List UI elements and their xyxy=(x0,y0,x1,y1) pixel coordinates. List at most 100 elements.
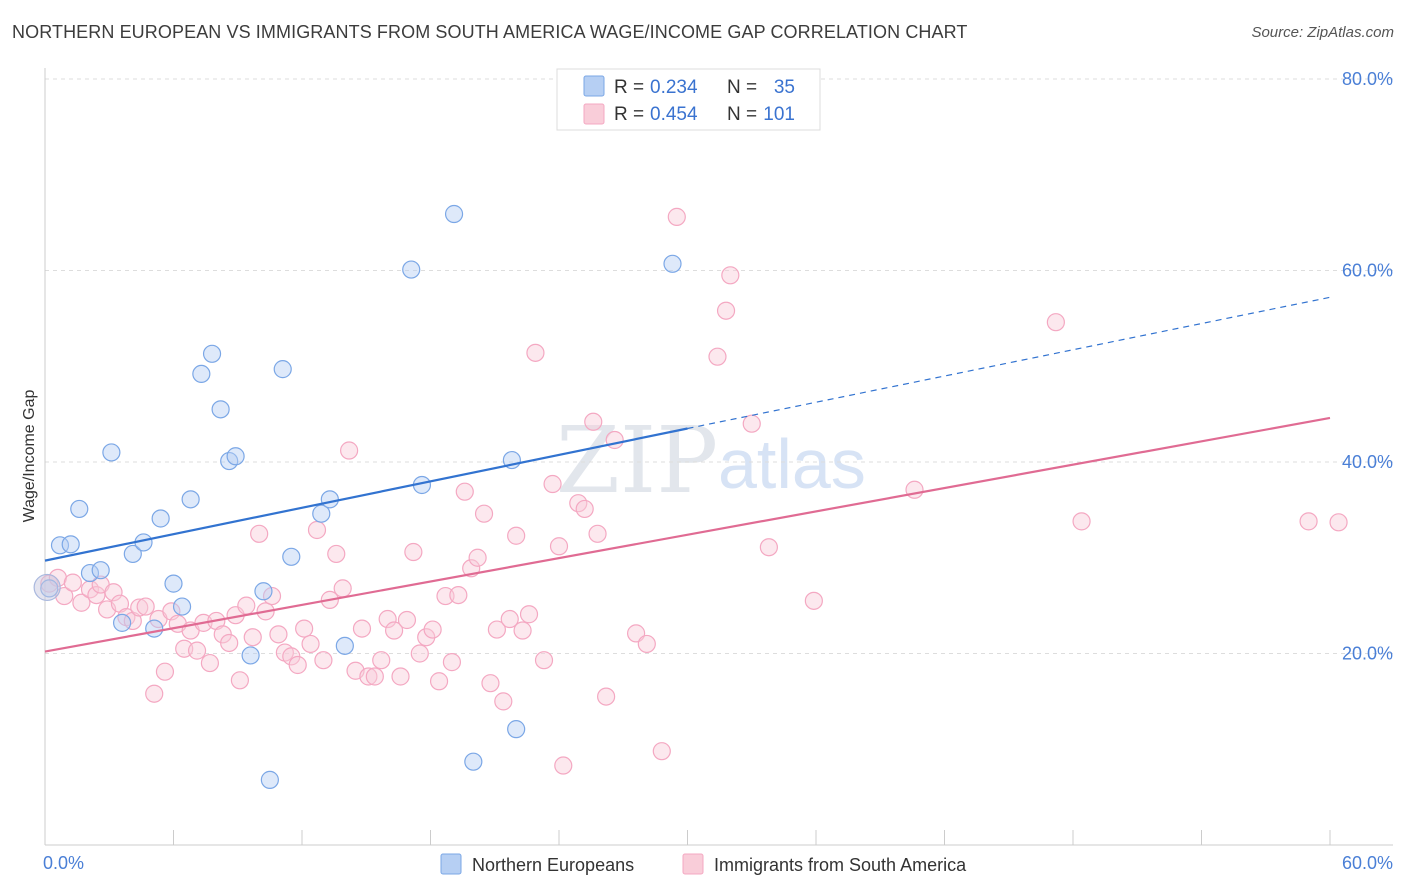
bottom-legend: Northern Europeans Immigrants from South… xyxy=(440,853,967,875)
trend-line-northern-europeans xyxy=(44,427,688,562)
data-point-immigrants-south-america xyxy=(716,301,736,320)
data-point-immigrants-south-america xyxy=(500,609,519,629)
data-point-northern-europeans xyxy=(123,544,142,564)
data-point-northern-europeans xyxy=(102,443,121,462)
data-point-immigrants-south-america xyxy=(327,544,346,564)
data-point-immigrants-south-america xyxy=(468,548,487,567)
data-point-immigrants-south-america xyxy=(597,687,616,706)
series-northern-europeans-points xyxy=(33,204,682,789)
data-point-northern-europeans xyxy=(260,770,279,789)
data-point-northern-europeans xyxy=(211,400,230,419)
data-point-immigrants-south-america xyxy=(250,524,269,543)
stats-legend-r-label-2: R = xyxy=(614,104,644,125)
data-point-immigrants-south-america xyxy=(1329,513,1348,532)
data-point-immigrants-south-america xyxy=(588,524,607,543)
data-point-immigrants-south-america xyxy=(333,579,352,598)
data-point-northern-europeans xyxy=(320,490,339,509)
data-point-immigrants-south-america xyxy=(307,520,327,540)
bottom-legend-swatch-northern-europeans xyxy=(440,853,462,875)
data-point-immigrants-south-america xyxy=(804,591,823,610)
series-immigrants-south-america-points xyxy=(40,207,1348,775)
data-point-immigrants-south-america xyxy=(759,538,778,557)
data-point-immigrants-south-america xyxy=(63,573,82,592)
watermark-atlas: atlas xyxy=(718,425,866,503)
data-point-immigrants-south-america xyxy=(269,625,288,644)
data-point-immigrants-south-america xyxy=(410,644,429,663)
data-point-immigrants-south-america xyxy=(543,474,562,494)
data-point-northern-europeans xyxy=(464,752,483,771)
stats-legend-n-label-1: N = xyxy=(727,77,757,98)
data-point-immigrants-south-america xyxy=(474,504,494,523)
data-point-immigrants-south-america xyxy=(575,499,594,519)
y-axis-label: Wage/Income Gap xyxy=(21,390,38,523)
y-tick-label: 40.0% xyxy=(1342,452,1393,472)
data-point-immigrants-south-america xyxy=(314,651,333,670)
data-point-immigrants-south-america xyxy=(372,651,391,670)
data-point-immigrants-south-america xyxy=(905,480,924,499)
data-point-immigrants-south-america xyxy=(1299,512,1318,531)
data-point-immigrants-south-america xyxy=(554,756,573,775)
data-point-northern-europeans xyxy=(192,364,211,384)
data-point-northern-europeans xyxy=(61,535,80,554)
data-point-immigrants-south-america xyxy=(187,641,207,660)
data-point-northern-europeans xyxy=(254,582,273,601)
data-point-northern-europeans xyxy=(164,574,183,593)
data-point-immigrants-south-america xyxy=(136,597,155,616)
data-point-northern-europeans xyxy=(172,597,192,616)
trend-line-northern-europeans-extrapolated xyxy=(687,296,1331,430)
data-point-immigrants-south-america xyxy=(526,343,545,362)
data-point-immigrants-south-america xyxy=(397,610,417,630)
data-point-northern-europeans xyxy=(151,509,170,528)
axes xyxy=(44,68,1393,846)
data-point-immigrants-south-america xyxy=(104,583,123,602)
data-point-immigrants-south-america xyxy=(404,542,423,562)
stats-legend-r-label-1: R = xyxy=(614,77,644,98)
data-point-immigrants-south-america xyxy=(1046,313,1065,332)
data-point-immigrants-south-america xyxy=(1072,512,1091,531)
data-point-immigrants-south-america xyxy=(72,593,91,612)
data-point-northern-europeans xyxy=(91,561,110,580)
data-point-northern-europeans xyxy=(241,646,260,665)
y-tick-labels: 20.0% 40.0% 60.0% 80.0% xyxy=(1342,69,1393,664)
data-point-northern-europeans xyxy=(273,360,292,379)
data-point-northern-europeans xyxy=(444,204,464,224)
data-point-immigrants-south-america xyxy=(301,634,320,654)
data-point-immigrants-south-america xyxy=(220,633,239,653)
bottom-legend-label-northern-europeans: Northern Europeans xyxy=(472,855,634,875)
data-point-immigrants-south-america xyxy=(243,628,262,647)
data-point-immigrants-south-america xyxy=(513,621,532,640)
data-point-immigrants-south-america xyxy=(708,347,727,366)
data-point-immigrants-south-america xyxy=(429,672,449,691)
data-point-immigrants-south-america xyxy=(507,526,526,545)
data-point-immigrants-south-america xyxy=(534,651,554,670)
data-point-northern-europeans xyxy=(663,254,682,273)
data-point-immigrants-south-america xyxy=(584,412,603,431)
data-point-northern-europeans xyxy=(70,499,89,519)
x-tick-label-min: 0.0% xyxy=(43,853,84,873)
stats-legend-swatch-blue xyxy=(583,75,605,97)
data-point-immigrants-south-america xyxy=(481,674,500,693)
data-point-immigrants-south-america xyxy=(667,207,686,226)
data-point-immigrants-south-america xyxy=(449,585,468,605)
data-point-immigrants-south-america xyxy=(378,609,397,629)
data-point-immigrants-south-america xyxy=(494,692,513,711)
data-point-immigrants-south-america xyxy=(237,596,256,615)
data-point-immigrants-south-america xyxy=(130,598,149,617)
data-point-immigrants-south-america xyxy=(200,653,220,673)
stats-legend: R = 0.234 N = 35 R = 0.454 N = 101 xyxy=(556,68,821,131)
y-tick-label: 20.0% xyxy=(1342,644,1393,664)
data-point-northern-europeans xyxy=(312,504,331,523)
trend-line-immigrants-south-america xyxy=(44,416,1331,653)
data-point-immigrants-south-america xyxy=(352,619,372,638)
data-point-immigrants-south-america xyxy=(436,586,455,606)
y-tick-label: 80.0% xyxy=(1342,69,1393,89)
data-point-northern-europeans xyxy=(80,563,100,583)
data-point-immigrants-south-america xyxy=(145,684,164,703)
stats-legend-swatch-pink xyxy=(583,103,605,125)
stats-legend-n-label-2: N = xyxy=(727,104,757,125)
data-point-immigrants-south-america xyxy=(549,537,569,556)
data-point-immigrants-south-america xyxy=(637,634,656,654)
data-point-immigrants-south-america xyxy=(340,441,359,460)
data-point-northern-europeans xyxy=(112,613,132,632)
data-point-immigrants-south-america xyxy=(288,655,307,675)
